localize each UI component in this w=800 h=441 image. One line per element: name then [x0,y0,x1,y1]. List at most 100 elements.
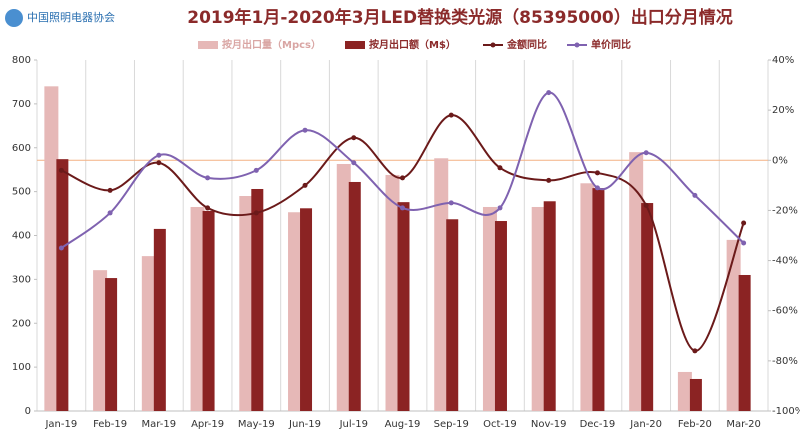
line-point [643,150,649,156]
y2-tick-label: -40% [772,256,798,267]
line-point [107,187,113,193]
bar [580,183,595,411]
bar [348,181,361,411]
line-point [156,160,162,166]
x-tick-label: Mar-20 [726,419,761,430]
x-tick-label: May-19 [238,419,275,430]
y-tick-label: 400 [12,231,31,242]
line-point [156,152,162,158]
x-tick-label: Oct-19 [483,419,517,430]
bar [190,206,205,411]
line-point [594,170,600,176]
bar [141,256,156,411]
legend-label: 按月出口量（Mpcs） [222,38,321,51]
line-point [546,177,552,183]
y-tick-label: 800 [12,55,31,66]
line-point [692,192,698,198]
bar [494,221,507,411]
bar [689,378,702,411]
x-tick-label: Nov-19 [531,419,567,430]
y2-tick-label: 40% [772,55,794,66]
bar [44,86,59,411]
line-point [205,205,211,211]
bar [446,219,459,411]
bar [531,206,546,411]
bar [56,159,69,411]
y2-tick-label: -60% [772,306,798,317]
bar [629,152,644,411]
logo-icon [5,9,23,27]
line-point [107,210,113,216]
line [60,114,745,352]
line-point [594,185,600,191]
line-point [253,210,259,216]
bar [397,202,410,411]
line-point [253,167,259,173]
y-tick-label: 700 [12,99,31,110]
bar [336,163,351,411]
bar [300,208,313,411]
line-point [497,205,503,211]
y2-tick-label: 0% [772,155,788,166]
legend-label: 按月出口额（M$） [369,38,456,51]
bar [153,228,166,411]
bar [726,239,741,411]
bar [288,212,303,411]
bar [434,158,449,411]
chart-title: 2019年1月-2020年3月LED替换类光源（85395000）出口分月情况 [187,7,733,28]
x-tick-label: Jan-19 [44,419,77,430]
y-tick-label: 0 [25,406,31,417]
x-tick-label: Feb-19 [93,419,127,430]
y-tick-label: 600 [12,143,31,154]
line-point [692,348,698,354]
line-point [205,175,211,181]
y-tick-label: 500 [12,187,31,198]
line-point [302,182,308,188]
logo-text: 中国照明电器协会 [27,10,115,24]
bar [543,201,556,411]
legend-label: 单价同比 [591,38,631,51]
line-point [351,160,357,166]
y2-tick-label: -20% [772,205,798,216]
x-tick-label: Jul-19 [339,419,368,430]
x-tick-label: Dec-19 [580,419,616,430]
line-point [448,112,454,118]
line [60,91,745,249]
legend-swatch [198,41,218,49]
line-point [497,165,503,171]
line-point [58,245,64,251]
y2-tick-label: 20% [772,105,794,116]
bar [239,196,254,411]
bar [482,206,497,411]
legend-label: 金额同比 [506,38,547,51]
x-tick-label: Apr-19 [191,419,224,430]
bar [105,278,118,411]
x-tick-label: Mar-19 [142,419,177,430]
bar [641,203,654,411]
x-tick-label: Aug-19 [385,419,421,430]
bar [738,274,751,411]
line-point [400,205,405,211]
legend-swatch [574,42,580,48]
x-tick-label: Sep-19 [434,419,469,430]
bar [202,210,215,411]
y2-tick-label: -80% [772,356,798,367]
line-point [58,167,64,173]
bar [251,188,264,411]
line-point [741,240,747,246]
line-point [302,127,308,133]
legend-swatch [490,42,496,48]
line-point [643,202,649,208]
y-tick-label: 200 [12,318,31,329]
line-point [741,220,747,226]
bar [93,270,108,411]
legend-swatch [345,41,365,49]
line-point [448,200,454,206]
line-point [351,135,357,141]
bar [385,174,400,411]
x-tick-label: Jun-19 [288,419,321,430]
line-point [400,175,405,181]
line-point [546,90,552,96]
x-tick-label: Feb-20 [678,419,712,430]
